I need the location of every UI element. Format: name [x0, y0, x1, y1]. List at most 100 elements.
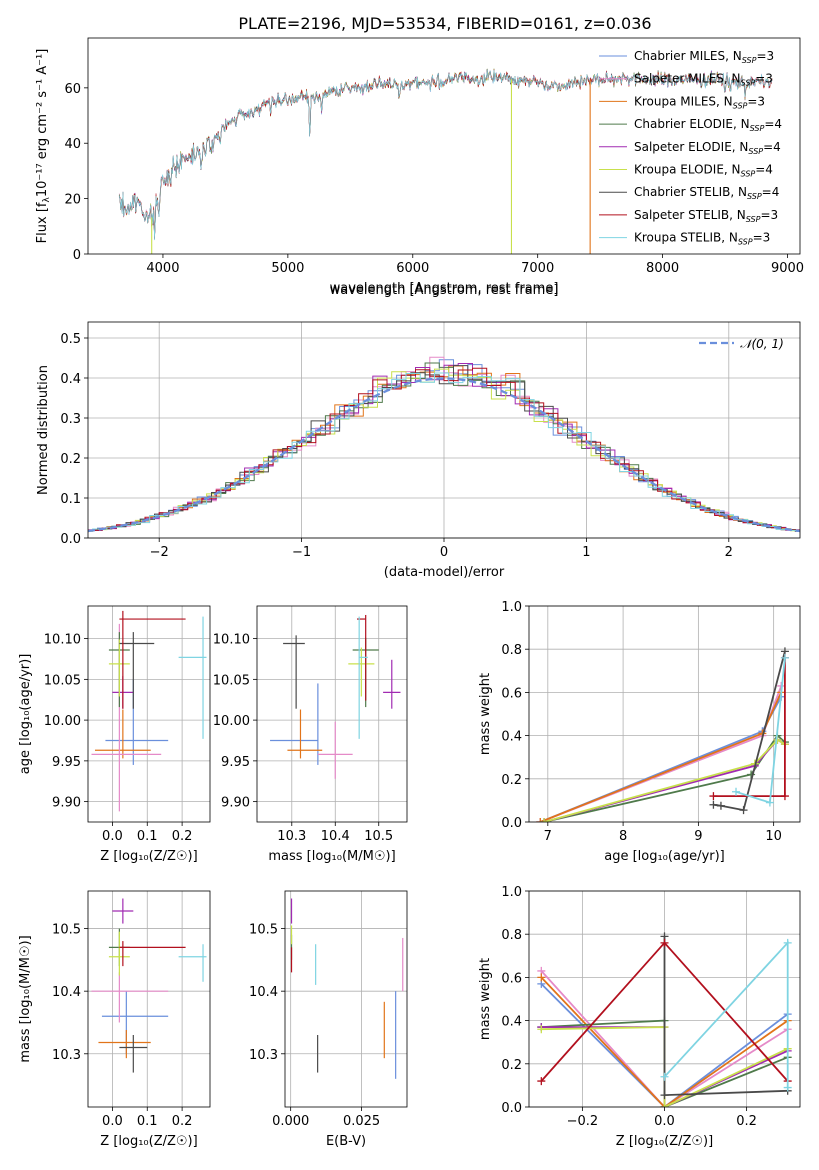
x-tick-label: −1	[292, 545, 311, 560]
mass-vs-extinction-panel: 0.000 0.025 10.3 10.4 10.5 E(B-V)	[249, 890, 408, 1149]
y-tick-label: 0.6	[501, 971, 522, 986]
x-tick-label: 4000	[146, 261, 179, 276]
y-axis-label: Flux [fλ10⁻¹⁷ erg cm⁻² s⁻¹ A⁻¹]	[35, 49, 52, 244]
legend-sub: SSP	[742, 56, 757, 65]
legend-sub: SSP	[741, 170, 756, 179]
x-axis-label: mass [log₁₀(M/M☉)]	[268, 849, 395, 864]
mass-vs-metallicity-panel: 0.0 0.1 0.2 10.3 10.4 10.5 Z [log₁₀(Z/Z☉)] mass…	[18, 890, 211, 1149]
weight-point-marker	[660, 1072, 669, 1081]
y-tick-label: 0.6	[501, 686, 522, 701]
legend-eq: =3	[760, 208, 778, 222]
legend-label: Chabrier MILES, N	[634, 49, 742, 63]
x-tick-label: 2	[725, 545, 733, 560]
weight-point-marker	[732, 787, 741, 796]
age-vs-metallicity-panel: 0.0 0.1 0.2 9.90 9.95 10.00 10.05 10.10 Z [log₁₀…	[18, 605, 211, 864]
x-tick-label: −2	[150, 545, 169, 560]
x-tick-label: 10.5	[364, 829, 393, 844]
weight-point-marker	[747, 770, 756, 779]
weight-point-marker	[660, 1091, 669, 1100]
legend-sub: SSP	[747, 192, 762, 201]
x-axis-label: Z [log₁₀(Z/Z☉)]	[616, 1134, 713, 1149]
y-tick-label: 10.3	[249, 1048, 278, 1063]
y-tick-label: 0	[73, 248, 81, 263]
age-vs-mass-panel: 10.3 10.4 10.5 9.90 9.95 10.00 10.05 10.10 mass …	[213, 605, 408, 864]
y-tick-label: 20	[64, 193, 81, 208]
weight-series-line	[663, 936, 788, 1097]
plot-area	[290, 898, 404, 1079]
legend-entry: Kroupa ELODIE, NSSP=4	[634, 163, 773, 179]
y-tick-label: 10.00	[213, 714, 250, 729]
y-tick-label: 0.4	[501, 730, 522, 745]
legend-entry: Kroupa MILES, NSSP=3	[634, 94, 765, 110]
y-axis-label: mass [log₁₀(M/M☉)]	[18, 935, 33, 1062]
axes-frame	[87, 890, 211, 1108]
y-axis-label-rest: 10⁻¹⁷ erg cm⁻² s⁻¹ A⁻¹]	[35, 49, 50, 198]
weight-point-marker	[537, 1077, 546, 1086]
x-tick-label: 8000	[646, 261, 679, 276]
y-tick-label: 10.05	[44, 673, 81, 688]
x-axis-label: (data-model)/error	[384, 565, 505, 580]
weight-point-marker	[716, 801, 725, 810]
y-tick-label: 10.4	[52, 985, 81, 1000]
plot-area	[118, 68, 773, 254]
y-tick-label: 10.05	[213, 673, 250, 688]
x-tick-label: 0.0	[654, 1114, 675, 1129]
legend-sub: SSP	[746, 215, 761, 224]
y-tick-label: 0.2	[501, 1058, 522, 1073]
weight-vs-age-panel: 7 8 9 10 0.0 0.2 0.4 0.6 0.8 1.0 age [log₁₀(age/yr…	[478, 600, 801, 864]
y-tick-label: 0.4	[501, 1015, 522, 1030]
x-axis-label: wavelength [Angstrom, rest frame]	[330, 283, 559, 298]
y-tick-label: 10.5	[52, 923, 81, 938]
weight-series-line	[540, 976, 789, 1107]
weight-point-marker	[780, 653, 789, 662]
legend-entry: Salpeter STELIB, NSSP=3	[634, 208, 778, 224]
y-tick-label: 9.90	[52, 796, 81, 811]
y-tick-label: 0.0	[501, 1101, 522, 1116]
y-tick-label: 0.3	[60, 412, 81, 427]
weight-point-marker	[660, 1103, 669, 1107]
legend-label: Kroupa MILES, N	[634, 94, 733, 108]
weight-point-marker	[783, 1083, 792, 1092]
y-tick-label: 0.4	[60, 372, 81, 387]
weight-series-line	[713, 651, 786, 812]
weight-series-line	[543, 738, 786, 822]
legend-eq: =3	[755, 72, 773, 86]
x-tick-label: 10.4	[321, 829, 350, 844]
plot-area	[91, 898, 207, 1073]
y-axis-label: Normed distribution	[36, 365, 51, 495]
legend-sub: SSP	[741, 79, 756, 88]
normal-curve	[88, 377, 800, 533]
x-axis-label: Z [log₁₀(Z/Z☉)]	[100, 1134, 197, 1149]
y-tick-label: 1.0	[501, 600, 522, 615]
y-axis-label: age [log₁₀(age/yr)]	[18, 654, 33, 775]
y-tick-label: 40	[64, 137, 81, 152]
x-tick-label: 1	[582, 545, 590, 560]
y-tick-label: 10.10	[44, 633, 81, 648]
x-tick-label: 5000	[271, 261, 304, 276]
x-tick-label: 0.1	[137, 1114, 158, 1129]
x-tick-label: 0.025	[343, 1114, 380, 1129]
weight-point-marker	[709, 792, 718, 801]
y-axis-label-main: Flux [f	[35, 202, 50, 243]
weight-series-line	[543, 738, 786, 822]
weight-series-line	[540, 970, 789, 1107]
weight-point-marker	[765, 798, 774, 807]
x-tick-label: 0.0	[102, 829, 123, 844]
y-tick-label: 0.8	[501, 928, 522, 943]
y-tick-label: 0.0	[60, 532, 81, 547]
chart-title: PLATE=2196, MJD=53534, FIBERID=0161, z=0…	[238, 14, 651, 33]
x-tick-label: 9000	[771, 261, 804, 276]
legend-label: Chabrier ELODIE, N	[634, 117, 750, 131]
x-tick-label: 10.3	[277, 829, 306, 844]
plot-area	[91, 610, 207, 812]
y-tick-label: 10.4	[249, 985, 278, 1000]
axes-frame	[87, 605, 211, 823]
y-tick-label: 60	[64, 82, 81, 97]
x-tick-label: 7000	[521, 261, 554, 276]
x-tick-label: 0	[440, 545, 448, 560]
legend-sub: SSP	[733, 101, 748, 110]
legend-eq: =4	[755, 163, 773, 177]
legend-label: Kroupa STELIB, N	[634, 231, 738, 245]
axes-frame	[87, 37, 801, 255]
